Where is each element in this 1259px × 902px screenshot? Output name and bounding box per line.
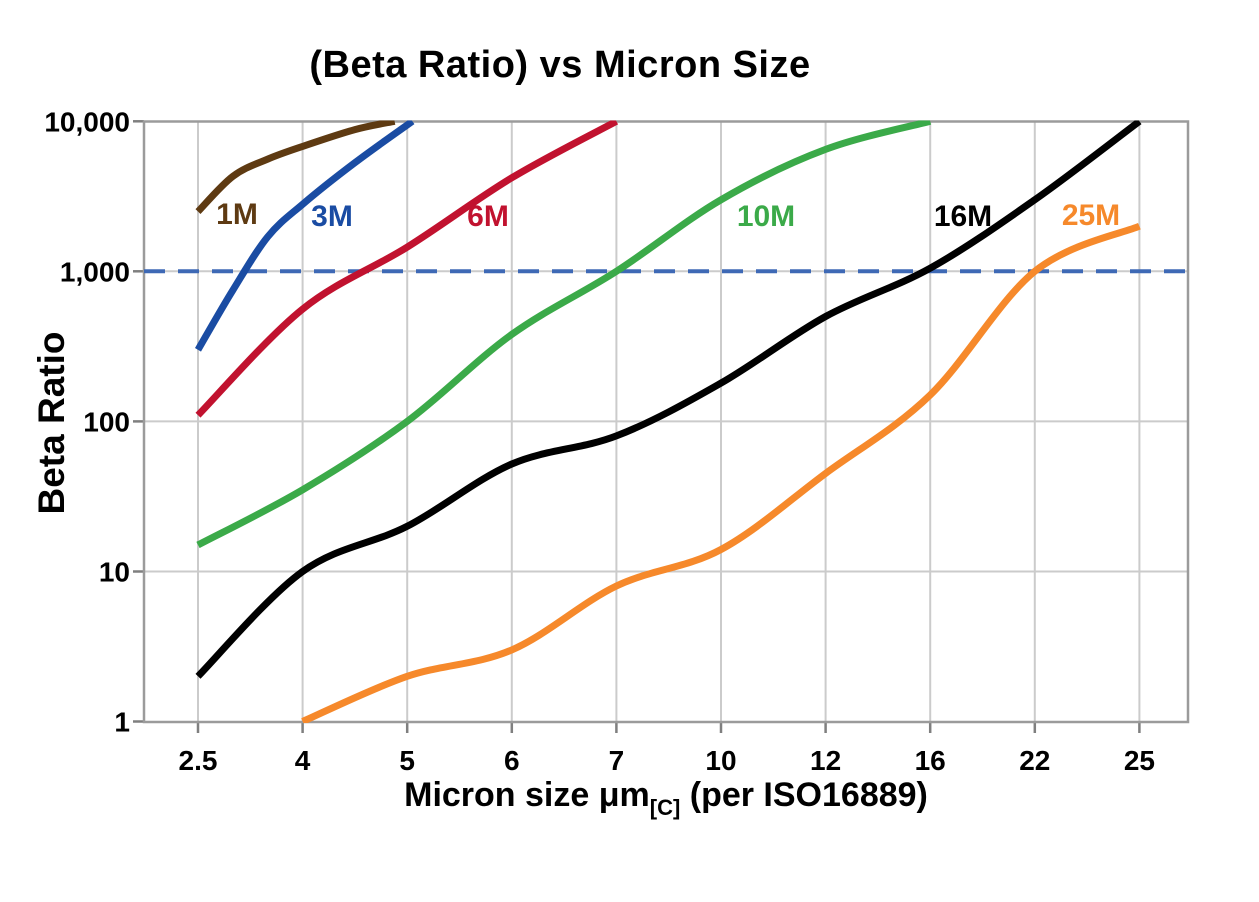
series-line-3M xyxy=(194,120,415,352)
x-tick-label: 25 xyxy=(1124,745,1155,776)
x-tick-label: 16 xyxy=(915,745,946,776)
x-axis-label-subscript: [C] xyxy=(649,795,681,820)
chart-title: (Beta Ratio) vs Micron Size xyxy=(309,44,811,86)
plot-border xyxy=(142,120,1190,724)
y-tick-label: 10 xyxy=(99,557,130,588)
x-tick-label: 2.5 xyxy=(179,745,218,776)
x-axis-label-tail: (per ISO16889) xyxy=(680,776,928,814)
series-label-10M: 10M xyxy=(737,200,795,233)
x-axis-label-main: Micron size μm xyxy=(404,776,650,814)
series-label-6M: 6M xyxy=(467,200,509,233)
x-tick-label: 4 xyxy=(295,745,311,776)
x-tick-label: 10 xyxy=(705,745,736,776)
series-label-25M: 25M xyxy=(1062,199,1120,232)
series-line-25M xyxy=(301,222,1141,723)
series-label-1M: 1M xyxy=(216,198,258,231)
series-line-16M xyxy=(195,120,1142,679)
y-tick-label: 100 xyxy=(83,406,130,437)
series-label-3M: 3M xyxy=(311,200,353,233)
series-label-16M: 16M xyxy=(934,200,992,233)
x-tick-label: 7 xyxy=(609,745,625,776)
y-tick-label: 10,000 xyxy=(44,106,130,137)
series-line-1M xyxy=(195,120,396,215)
series-line-6M xyxy=(195,120,619,418)
series-line-10M xyxy=(196,120,932,549)
x-tick-label: 5 xyxy=(399,745,415,776)
y-tick-label: 1 xyxy=(114,707,130,738)
y-tick-label: 1,000 xyxy=(60,256,130,287)
x-tick-label: 6 xyxy=(504,745,520,776)
x-tick-label: 22 xyxy=(1019,745,1050,776)
x-axis-label: Micron size μm[C] (per ISO16889) xyxy=(144,776,1188,821)
x-tick-label: 12 xyxy=(810,745,841,776)
